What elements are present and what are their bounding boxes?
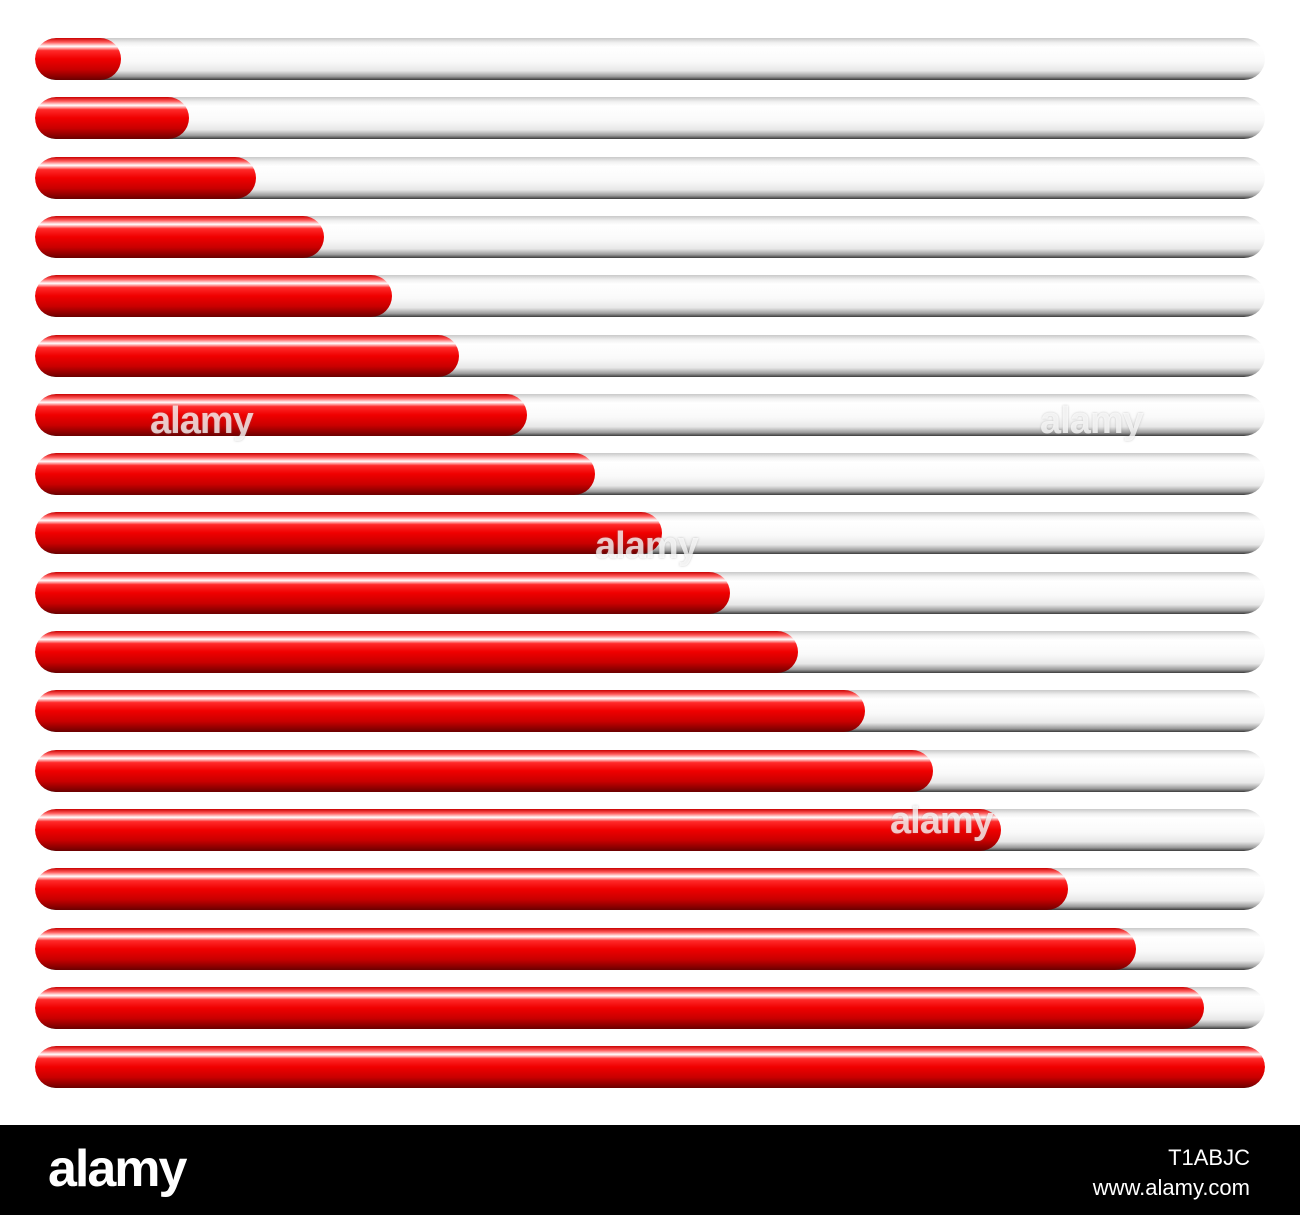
progress-bar-track [35,38,1265,80]
progress-bar-fill [35,97,189,140]
progress-bar-fill [35,453,595,496]
progress-bar-track [35,156,1265,199]
progress-bar-track [35,453,1265,496]
progress-bar-fill [35,156,257,199]
progress-bar-fill [35,749,933,792]
progress-bar-track [35,334,1265,377]
progress-bar-fill [35,690,866,733]
progress-bar-track [35,986,1265,1029]
footer-bar: alamy T1ABJC www.alamy.com [0,1125,1300,1215]
progress-bar-fill [35,334,460,377]
progress-bar-fill [35,927,1136,970]
progress-bar-fill [35,571,730,614]
progress-bar-track [35,393,1265,436]
image-id: T1ABJC [1168,1145,1250,1170]
progress-bar-fill [35,38,122,80]
progress-bar-track [35,868,1265,911]
progress-bar-track [35,690,1265,733]
progress-bar-fill [35,986,1204,1029]
progress-bar-fill [35,808,1001,851]
progress-bar-fill [35,631,798,673]
progress-bar-fill [35,512,663,555]
progress-bar-track [35,1046,1265,1089]
progress-bar-fill [35,393,527,436]
progress-bar-fill [35,275,392,318]
progress-bar-fill [35,868,1069,911]
progress-bar-track [35,512,1265,555]
progress-bar-track [35,808,1265,851]
progress-bar-set [35,38,1265,1089]
progress-bar-track [35,97,1265,140]
footer-url[interactable]: www.alamy.com [1092,1175,1250,1200]
progress-bar-track [35,749,1265,792]
progress-bar-fill [35,1046,1265,1089]
progress-bar-track [35,631,1265,673]
progress-bar-track [35,275,1265,318]
progress-bar-track [35,927,1265,970]
progress-bar-track [35,215,1265,258]
progress-bar-track [35,571,1265,614]
footer-logo: alamy [48,1140,187,1198]
progress-bar-fill [35,215,325,258]
